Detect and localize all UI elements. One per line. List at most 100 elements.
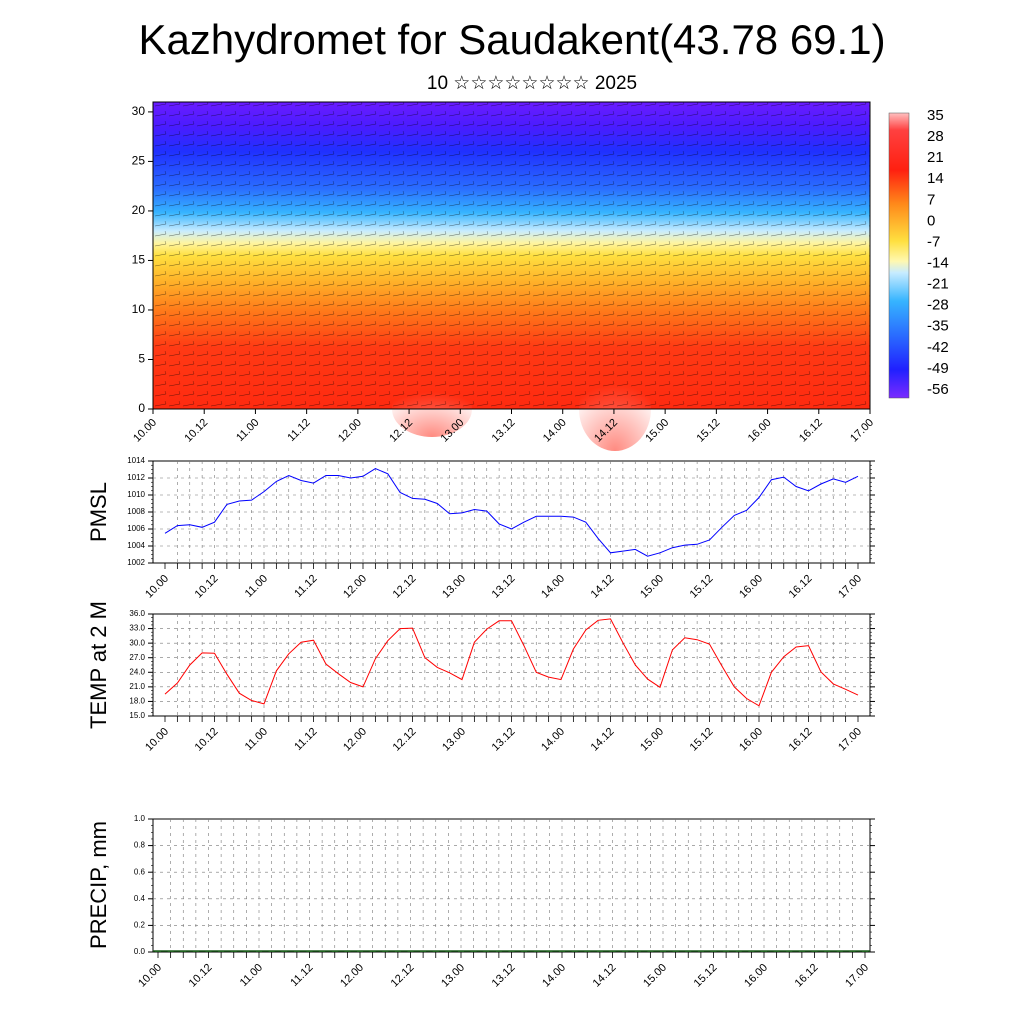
precip-panel: 0.0 0.2 0.4 0.6 0.8 1.0 10.00 10.12 11.00 11.12 12… — [86, 814, 875, 990]
xtick-label: 11.00 — [238, 962, 265, 989]
xtick-label: 17.00 — [843, 962, 871, 990]
xtick-label: 14.12 — [589, 726, 617, 754]
ytick-label: 36.0 — [129, 609, 145, 618]
colorbar-label: -35 — [927, 318, 949, 335]
xtick-label: 12.12 — [391, 573, 419, 601]
heatmap-xtick-label: 12.00 — [336, 417, 364, 445]
heatmap-ytick-label: 10 — [132, 302, 146, 316]
ytick-label: 18.0 — [129, 697, 145, 706]
wind-barbs — [153, 102, 870, 409]
heatmap-xtick-label: 16.12 — [797, 417, 825, 445]
xtick-label: 12.00 — [341, 573, 369, 601]
xtick-label: 15.12 — [688, 573, 716, 601]
xtick-label: 10.00 — [143, 726, 171, 754]
ytick-label: 24.0 — [129, 667, 145, 676]
heatmap-xtick-label: 17.00 — [848, 417, 876, 445]
xtick-label: 16.12 — [787, 726, 815, 754]
ytick-label: 1012 — [127, 473, 145, 482]
ytick-label: 1006 — [127, 524, 145, 533]
ytick-label: 1004 — [127, 541, 145, 550]
ytick-label: 27.0 — [129, 653, 145, 662]
xtick-label: 13.12 — [490, 573, 518, 601]
ytick-label: 1014 — [127, 456, 145, 465]
heatmap-xtick-label: 14.00 — [541, 417, 569, 445]
colorbar-label: 7 — [927, 191, 935, 208]
xtick-label: 15.00 — [641, 962, 669, 990]
xtick-label: 16.00 — [737, 726, 765, 754]
xtick-label: 10.00 — [143, 573, 171, 601]
colorbar-scale — [888, 112, 910, 399]
heatmap-ytick-label: 15 — [132, 253, 146, 267]
colorbar-label: -28 — [927, 297, 949, 314]
heatmap-xtick-label: 10.12 — [182, 417, 210, 445]
xtick-label: 16.00 — [742, 962, 770, 990]
xtick-label: 13.00 — [439, 962, 467, 990]
colorbar-label: -49 — [927, 360, 949, 377]
heatmap-ytick-label: 25 — [132, 154, 146, 168]
ytick-label: 15.0 — [129, 711, 145, 720]
xtick-label: 15.12 — [692, 962, 720, 990]
colorbar-label: -7 — [927, 233, 940, 250]
xtick-label: 14.00 — [539, 573, 567, 601]
xtick-label: 13.00 — [440, 573, 468, 601]
pmsl-panel: 1002 1004 1006 1008 1010 1012 1014 10.00 10.12 11… — [86, 456, 875, 601]
xtick-label: 12.12 — [389, 962, 417, 990]
page-subtitle: 10 ☆☆☆☆☆☆☆☆ 2025 — [426, 73, 638, 94]
xtick-label: 13.12 — [490, 962, 518, 990]
xtick-label: 14.12 — [591, 962, 619, 990]
xtick-label: 16.00 — [737, 573, 765, 601]
heatmap-ytick-label: 5 — [138, 352, 145, 366]
xtick-label: 12.12 — [391, 726, 419, 754]
colorbar-label: 0 — [927, 212, 935, 229]
colorbar-label: -56 — [927, 381, 949, 398]
heatmap-ytick-label: 30 — [132, 104, 146, 118]
colorbar-label: -14 — [927, 255, 949, 272]
colorbar-label: 21 — [927, 149, 944, 166]
colorbar: 35 28 21 14 7 0 -7 -14 -21 -28 -35 -42 -49 -56 — [888, 107, 949, 399]
ytick-label: 21.0 — [129, 682, 145, 691]
ytick-label: 1010 — [127, 490, 145, 499]
heatmap-xtick-label: 10.00 — [131, 417, 159, 445]
ytick-label: 1008 — [127, 507, 145, 516]
xtick-label: 14.00 — [539, 726, 567, 754]
xtick-label: 15.00 — [638, 726, 666, 754]
heatmap-xtick-label: 15.12 — [695, 417, 723, 445]
colorbar-label: 28 — [927, 128, 944, 145]
xtick-label: 12.00 — [338, 962, 366, 990]
ytick-label: 0.6 — [134, 867, 146, 876]
ytick-label: 33.0 — [129, 624, 145, 633]
xtick-label: 11.00 — [243, 573, 270, 600]
heatmap-ytick-label: 0 — [138, 401, 145, 415]
heatmap-ytick-label: 20 — [132, 203, 146, 217]
xtick-label: 13.00 — [440, 726, 468, 754]
colorbar-label: 14 — [927, 170, 944, 187]
xtick-label: 10.12 — [193, 726, 221, 754]
xtick-label: 16.12 — [793, 962, 821, 990]
xtick-label: 17.00 — [836, 573, 864, 601]
xtick-label: 15.12 — [688, 726, 716, 754]
page-title: Kazhydromet for Saudakent(43.78 69.1) — [138, 16, 886, 63]
ytick-label: 0.4 — [134, 894, 146, 903]
xtick-label: 10.12 — [187, 962, 215, 990]
heatmap-xtick-label: 16.00 — [746, 417, 774, 445]
xtick-label: 11.12 — [292, 573, 319, 600]
xtick-label: 12.00 — [341, 726, 369, 754]
ytick-label: 1.0 — [134, 814, 146, 823]
heatmap-xtick-label: 11.12 — [285, 417, 312, 444]
colorbar-label: -21 — [927, 276, 949, 293]
temp-panel: 15.0 18.0 21.0 24.0 27.0 30.0 33.0 36.0 10.00 10.… — [86, 601, 875, 754]
xtick-label: 16.12 — [787, 573, 815, 601]
pmsl-ylabel: PMSL — [86, 482, 111, 542]
xtick-label: 15.00 — [638, 573, 666, 601]
ytick-label: 0.8 — [134, 841, 146, 850]
pmsl-series-line — [164, 468, 859, 557]
ytick-label: 30.0 — [129, 638, 145, 647]
xtick-label: 11.12 — [292, 726, 319, 753]
xtick-label: 10.12 — [193, 573, 221, 601]
xtick-label: 14.00 — [540, 962, 568, 990]
temp-series-line — [164, 618, 859, 707]
xtick-label: 14.12 — [589, 573, 617, 601]
xtick-label: 17.00 — [836, 726, 864, 754]
